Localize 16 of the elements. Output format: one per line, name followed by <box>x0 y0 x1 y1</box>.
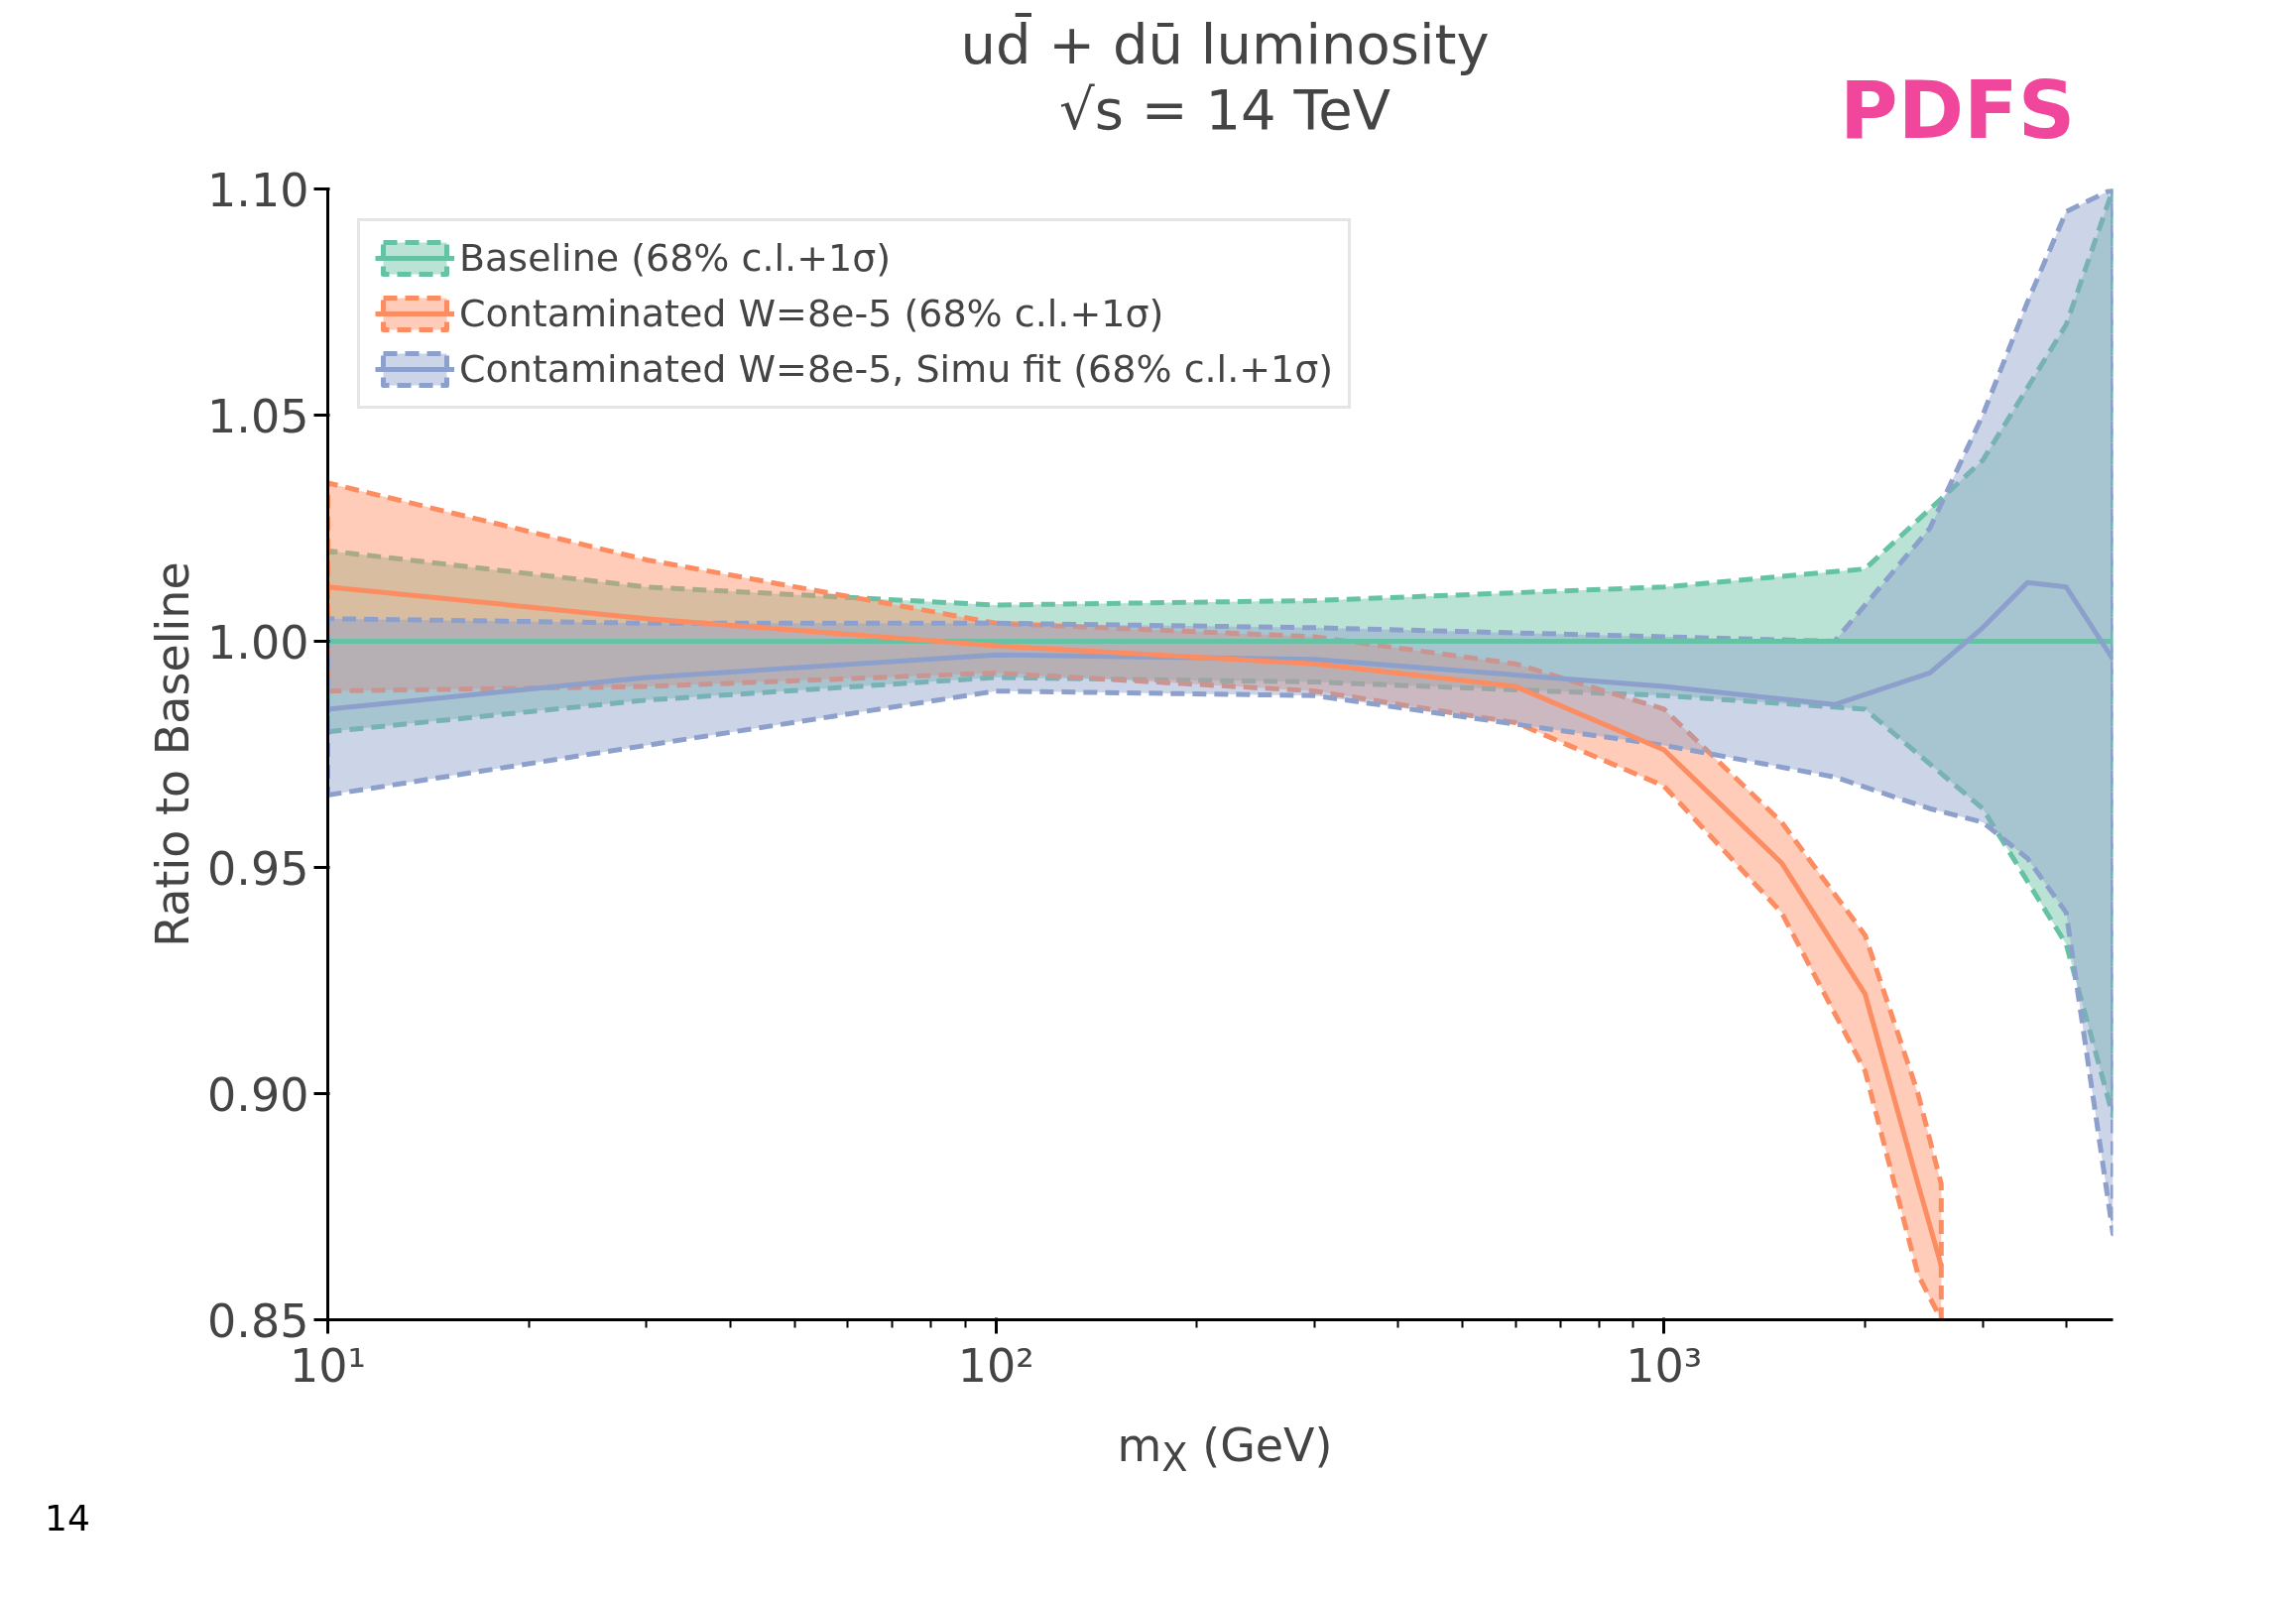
legend-label: Contaminated W=8e-5, Simu fit (68% c.l.+1σ) <box>459 347 1334 391</box>
y-tick-label: 1.05 <box>207 389 309 443</box>
y-axis-title: Ratio to Baseline <box>146 561 200 947</box>
y-tick-label: 1.00 <box>207 615 309 670</box>
text: 14 <box>45 1497 90 1540</box>
y-tick-label: 0.95 <box>207 841 309 896</box>
x-tick-label: 10³ <box>1626 1338 1703 1393</box>
chart-title: ud̄ + dū luminosity <box>960 12 1490 76</box>
legend-label: Baseline (68% c.l.+1σ) <box>459 236 892 280</box>
y-tick-label: 0.90 <box>207 1067 309 1122</box>
legend-label: Contaminated W=8e-5 (68% c.l.+1σ) <box>459 292 1164 335</box>
y-tick-label: 1.10 <box>207 163 309 217</box>
text: PDFS <box>1840 63 2076 159</box>
x-tick-label: 10² <box>957 1338 1034 1393</box>
x-axis-title: m$_{X}$ (GeV) <box>1117 1417 1333 1483</box>
chart-subtitle: √s = 14 TeV <box>1059 77 1390 142</box>
